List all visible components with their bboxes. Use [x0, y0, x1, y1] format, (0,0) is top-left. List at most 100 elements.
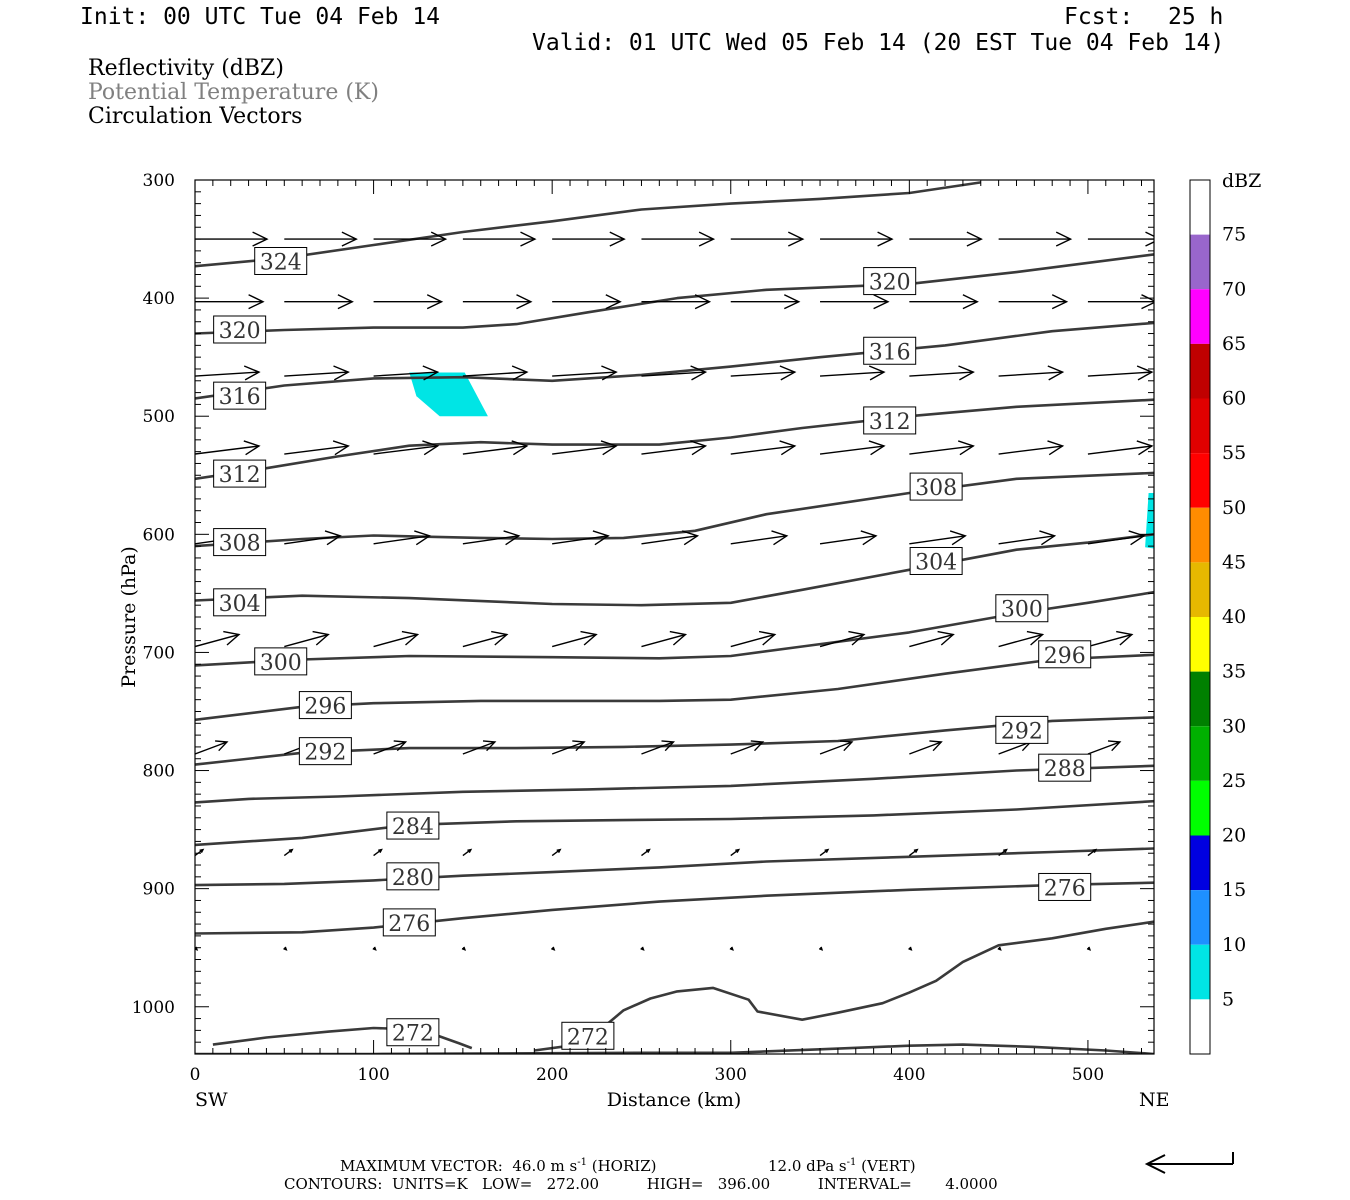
vector-head	[908, 946, 913, 951]
x-tick-label: 100	[357, 1065, 389, 1085]
init-time: Init: 00 UTC Tue 04 Feb 14	[80, 4, 441, 30]
contour-label-box	[386, 811, 440, 840]
contour-label-300: 300	[254, 647, 308, 676]
vector-shaft	[373, 741, 406, 755]
vector-arrow	[819, 440, 886, 456]
vector-arrow	[909, 630, 955, 648]
vector-arrow	[1087, 231, 1154, 247]
vector-head	[1039, 530, 1057, 546]
vector-shaft	[1087, 741, 1121, 755]
contour-label-text: 276	[388, 912, 430, 937]
contour-label-box	[561, 1021, 615, 1050]
circulation-vectors	[195, 231, 1154, 951]
vector-shaft	[641, 633, 686, 648]
y-tick-label: 400	[143, 289, 175, 309]
contour-label-box	[1038, 640, 1092, 669]
y-tick-label: 700	[143, 643, 175, 663]
vector-shaft	[730, 535, 787, 545]
vector-shaft	[373, 535, 430, 545]
vector-arrow	[730, 630, 777, 648]
vector-head	[283, 946, 288, 951]
vector-arrow	[730, 740, 765, 755]
contour-label-text: 292	[304, 741, 346, 766]
vector-arrow	[373, 440, 440, 456]
y-tick-label: 300	[143, 171, 175, 191]
vector-head	[467, 848, 473, 854]
vector-shaft	[730, 741, 763, 755]
vector-head	[461, 946, 467, 951]
vector-shaft	[373, 371, 438, 377]
vector-shaft	[551, 741, 585, 755]
vector-head	[818, 946, 824, 951]
vector-head	[681, 530, 700, 546]
contour-label-box	[1038, 872, 1092, 901]
vector-arrow	[373, 630, 420, 648]
footer-vert-exponent: -1	[846, 1157, 857, 1168]
vector-shaft	[909, 371, 974, 377]
reference-vector-icon	[1144, 1152, 1234, 1174]
y-tick-label: 1000	[132, 998, 175, 1018]
y-axis-title: Pressure (hPa)	[118, 546, 140, 688]
vector-arrow	[195, 440, 261, 456]
contour-label-box	[213, 588, 267, 617]
vector-head	[966, 231, 983, 247]
vector-head	[640, 946, 645, 951]
vector-arrow	[909, 740, 943, 755]
vector-head	[393, 740, 408, 752]
field-label-vectors: Circulation Vectors	[88, 104, 303, 129]
vector-shaft	[998, 371, 1063, 377]
vector-arrow	[462, 231, 537, 247]
vector-shaft	[373, 445, 438, 455]
vector-arrow	[373, 294, 444, 310]
vector-head	[1141, 294, 1154, 310]
vector-shaft	[909, 633, 954, 648]
vector-shaft	[462, 741, 496, 755]
vector-head	[337, 294, 354, 310]
vector-arrow	[730, 365, 797, 381]
colorbar-label: 10	[1222, 934, 1246, 956]
vector-arrow	[998, 440, 1065, 456]
vector-arrow	[462, 294, 533, 310]
contour-label-312: 312	[863, 406, 917, 435]
vector-shaft	[998, 445, 1063, 455]
vector-head	[252, 231, 269, 247]
vector-arrow	[998, 530, 1057, 546]
vector-arrow	[641, 294, 712, 310]
colorbar: 75 70 65 60 55 50 45 40 35 30 25 20 15 10 5	[1189, 179, 1246, 1055]
vector-arrow	[552, 530, 610, 546]
vector-arrow	[373, 530, 432, 546]
vector-head	[556, 848, 562, 854]
x-tick-label: 0	[190, 1065, 201, 1085]
vector-shaft	[552, 371, 617, 377]
vector-arrow	[551, 946, 556, 951]
contour-label-308: 308	[213, 528, 267, 557]
vector-arrow	[462, 848, 473, 857]
vector-shaft	[462, 633, 508, 648]
vector-arrow	[195, 740, 229, 755]
contour-label-text: 304	[915, 550, 957, 575]
vector-head	[787, 231, 805, 247]
contour-label-box	[298, 691, 352, 720]
contour-label-316: 316	[863, 336, 917, 365]
footer-max-vector: MAXIMUM VECTOR: 46.0 m s-1 (HORIZ)	[340, 1158, 656, 1174]
footer-horiz-unit: (HORIZ)	[586, 1157, 657, 1175]
vector-head	[840, 740, 854, 752]
colorbar-segment	[1190, 617, 1210, 672]
vector-arrow	[640, 946, 645, 951]
vector-head	[929, 740, 943, 752]
contour-label-box	[863, 267, 917, 296]
vector-head	[949, 530, 967, 546]
vector-arrow	[551, 630, 598, 648]
vector-arrow	[1087, 848, 1098, 857]
vector-head	[592, 530, 610, 546]
contour-label-284: 284	[386, 811, 440, 840]
vector-arrow	[551, 848, 562, 857]
reflectivity-patch-1	[1145, 493, 1154, 549]
vector-head	[248, 294, 265, 310]
vector-head	[215, 740, 229, 752]
contour-label-text: 316	[219, 385, 261, 410]
colorbar-segment	[1190, 507, 1210, 563]
vector-shaft	[730, 633, 775, 648]
vector-arrow	[1087, 530, 1146, 546]
